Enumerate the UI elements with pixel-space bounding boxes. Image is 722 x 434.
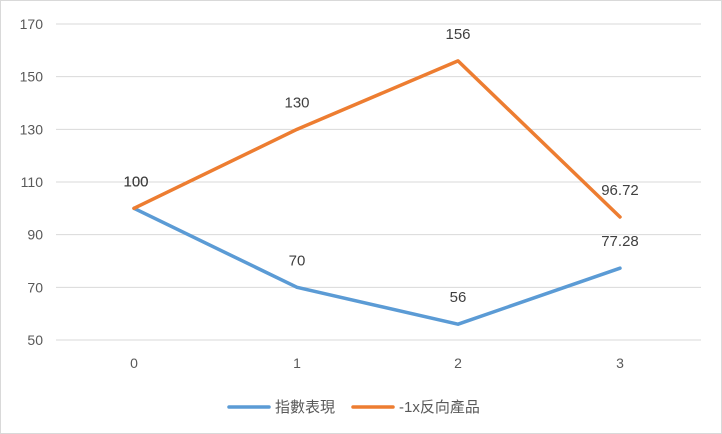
- y-tick-label: 170: [20, 16, 44, 32]
- data-label: 100: [123, 173, 148, 190]
- y-tick-label: 110: [21, 174, 44, 190]
- data-label: 130: [284, 94, 309, 111]
- y-tick-label: 130: [20, 121, 44, 137]
- data-label: 77.28: [601, 233, 639, 250]
- series-line-1: [132, 59, 622, 219]
- x-tick-label: 1: [293, 355, 301, 371]
- y-tick-label: 150: [20, 69, 44, 85]
- x-tick-label: 3: [616, 355, 624, 371]
- data-label: 100: [123, 173, 148, 190]
- x-axis-ticks: 0 1 2 3: [130, 355, 624, 371]
- y-tick-label: 50: [27, 332, 43, 348]
- legend-label: 指數表現: [275, 399, 335, 416]
- data-label: 56: [450, 289, 467, 306]
- y-tick-label: 90: [27, 227, 43, 243]
- y-axis-ticks: 50 70 90 110 130 150 170: [20, 16, 44, 348]
- legend-label: -1x反向產品: [399, 399, 480, 416]
- series-line-0: [132, 206, 622, 326]
- x-tick-label: 0: [130, 355, 138, 371]
- gridlines: [56, 23, 701, 341]
- data-label: 96.72: [601, 182, 639, 199]
- data-label: 70: [289, 252, 306, 269]
- legend: 指數表現 -1x反向產品: [227, 399, 480, 416]
- y-tick-label: 70: [27, 279, 43, 295]
- x-tick-label: 2: [454, 355, 462, 371]
- data-label: 156: [445, 26, 470, 43]
- series-lines: [132, 59, 622, 326]
